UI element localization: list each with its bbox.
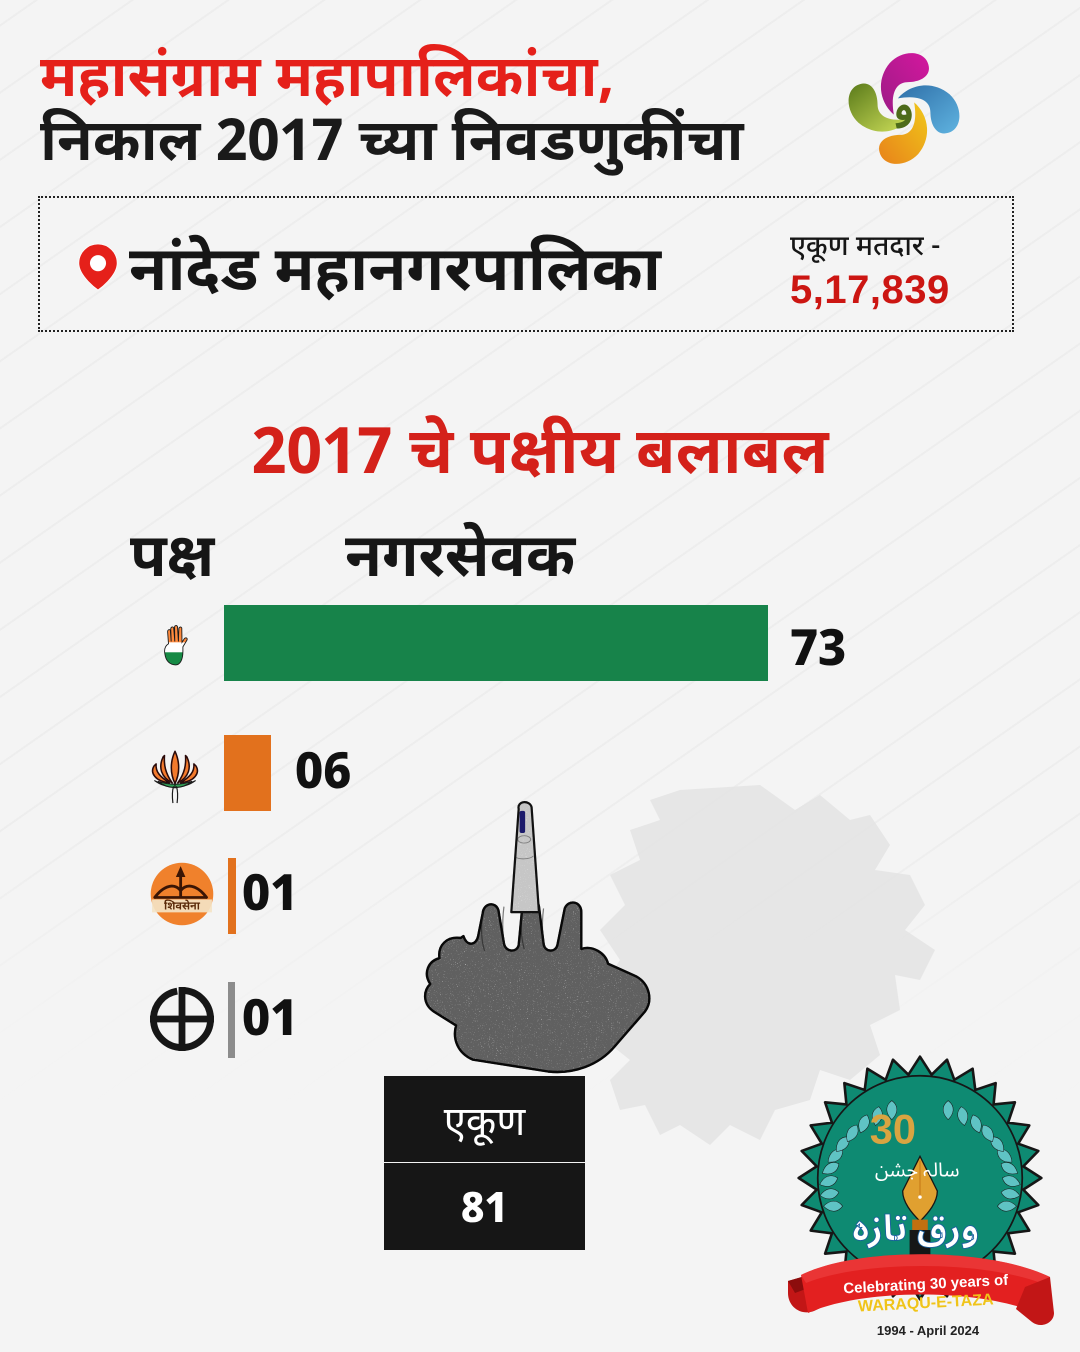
svg-text:शिवसेना: शिवसेना bbox=[164, 899, 201, 914]
svg-text:30: 30 bbox=[870, 1105, 916, 1152]
svg-text:1994 - April 2024: 1994 - April 2024 bbox=[877, 1323, 980, 1338]
svg-text:سالہ جشن: سالہ جشن bbox=[875, 1149, 960, 1191]
